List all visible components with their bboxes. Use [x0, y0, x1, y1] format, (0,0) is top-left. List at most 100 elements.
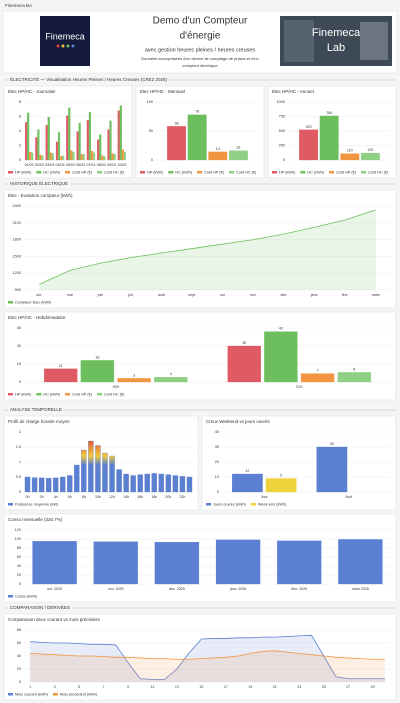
y-tick-label: 80 [17, 546, 21, 550]
x-tick-label: nov. [250, 293, 257, 297]
legend-swatch [36, 171, 42, 174]
y-tick-label: 100 [15, 537, 21, 541]
bar [319, 115, 339, 161]
lab-text: Finemeca [312, 27, 361, 39]
bar [337, 372, 371, 383]
bar [299, 129, 319, 161]
bar [103, 156, 106, 161]
x-tick-label: mars 2026 [352, 587, 369, 591]
legend-swatch [206, 503, 211, 506]
area-fill [30, 650, 385, 682]
chart-panel [3, 415, 199, 511]
legend-swatch [361, 171, 367, 174]
bar [45, 125, 48, 161]
legend-swatch [8, 301, 13, 304]
legend-label: Mois courant (kWh) [15, 692, 49, 696]
y-tick-label: 20 [17, 667, 21, 671]
legend-label: Week-end (kWh) [258, 502, 287, 506]
bar [80, 154, 83, 161]
y-tick-label: 250 [279, 144, 285, 148]
x-tick-label: 21 [273, 685, 277, 689]
x-tick-label: avr. [36, 293, 42, 297]
value-label: 42 [279, 327, 283, 331]
bar [60, 156, 63, 161]
bar [70, 150, 73, 161]
x-tick-label: 27 [346, 685, 350, 689]
bar [55, 141, 59, 161]
y-tick-label: 0 [151, 158, 153, 162]
legend-label: Coût HP (€) [204, 170, 225, 174]
legend-label: HC (kWh) [307, 170, 324, 174]
x-tick-label: 2h [40, 495, 44, 499]
chart-panel [3, 311, 397, 401]
x-tick-label: juin [97, 293, 104, 297]
x-tick-label: 22h [179, 495, 185, 499]
chart-title: Elec HP/HC - Journalier [8, 89, 56, 94]
x-tick-label: août [158, 293, 165, 297]
bar [49, 152, 52, 161]
bar [231, 473, 263, 493]
x-tick-label: 19 [248, 685, 252, 689]
x-tick-label: 0h [26, 495, 30, 499]
chart-panel [3, 189, 397, 309]
header-description: compteur électrique [182, 63, 218, 68]
legend-label: Coût HC (€) [368, 170, 389, 174]
x-tick-label: 10/03 [117, 163, 126, 167]
y-tick-label: 0 [19, 158, 21, 162]
chart-title: Conso mensuelle (326.7%) [8, 517, 63, 522]
value-label: 3 [133, 373, 135, 377]
bar [151, 473, 157, 493]
x-tick-label: 07/03 [86, 163, 95, 167]
bar [215, 539, 261, 585]
y-tick-label: 100 [147, 100, 153, 104]
x-tick-label: 4h [54, 495, 58, 499]
value-label: 12 [245, 469, 249, 473]
chart-title: Elec HP/HC - Hebdomadaire [8, 315, 66, 320]
chart-title: Comparaison deux courant vs mois précéde… [8, 617, 101, 622]
bar [119, 105, 122, 161]
chart-title: Elec HP/HC - Mensuel [140, 89, 185, 94]
bar [121, 149, 124, 161]
x-tick-label: 17 [224, 685, 228, 689]
y-tick-label: 20 [215, 460, 219, 464]
bar [60, 476, 66, 493]
value-label: 9 [280, 473, 282, 477]
bar [66, 115, 69, 161]
bar [172, 475, 179, 493]
x-tick-label: 13 [175, 685, 179, 689]
bar [109, 455, 115, 493]
x-tick-label: 02/03 [35, 163, 44, 167]
y-tick-label: 2 [19, 430, 21, 434]
lab-image-detail [284, 20, 314, 62]
x-tick-label: févr. [342, 293, 349, 297]
bar [78, 122, 81, 161]
x-tick-label: 20h [165, 495, 171, 499]
logo-text: Finemeca [45, 31, 85, 41]
bar [265, 478, 297, 493]
bar [53, 477, 59, 493]
bar [107, 129, 110, 161]
legend-label: HC (kWh) [43, 170, 60, 174]
bar [44, 368, 78, 383]
logo-dot [66, 44, 70, 48]
bar [99, 134, 102, 161]
bar [277, 540, 322, 585]
y-tick-label: 1 [19, 460, 21, 464]
bar [316, 446, 348, 493]
y-tick-label: 10 [215, 475, 219, 479]
legend-label: HC (kWh) [175, 170, 192, 174]
bar [227, 345, 261, 383]
bar [109, 120, 112, 161]
y-tick-label: 0 [19, 680, 21, 684]
value-label: 14 [216, 147, 220, 151]
bar [76, 131, 79, 161]
x-tick-label: 9 [127, 685, 129, 689]
y-tick-label: 30 [17, 344, 21, 348]
y-tick-label: 60 [17, 641, 21, 645]
legend-label: Coût HC (€) [104, 392, 125, 396]
value-label: 7 [317, 369, 319, 373]
bar [68, 107, 71, 161]
bar [144, 473, 150, 493]
legend-label: Coût HP (€) [72, 392, 93, 396]
y-tick-label: 4 [19, 129, 21, 133]
